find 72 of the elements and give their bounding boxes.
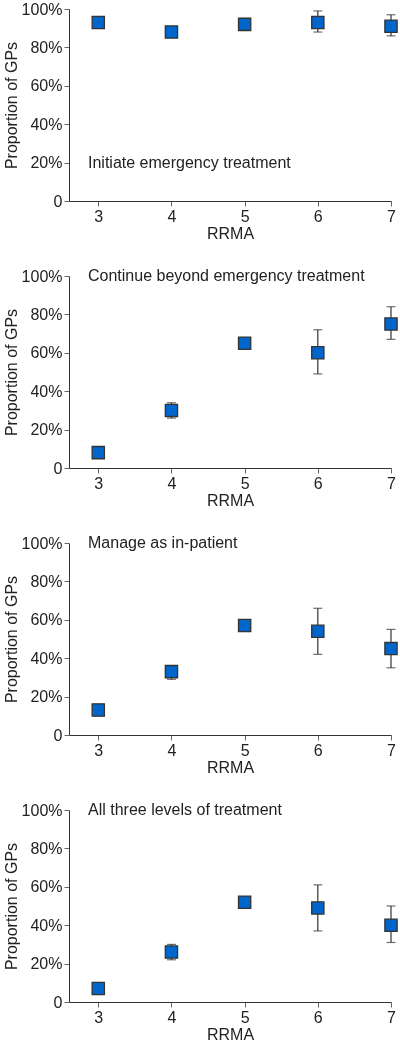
y-tick-label: 0 <box>53 459 63 477</box>
x-tick-label: 4 <box>167 474 177 492</box>
y-axis-title: Proportion of GPs <box>2 308 20 437</box>
x-tick-label: 4 <box>167 207 177 225</box>
x-tick-label: 5 <box>240 1008 250 1026</box>
x-tick-label: 4 <box>167 1008 177 1026</box>
x-tick-label: 5 <box>240 207 250 225</box>
x-tick-label: 7 <box>387 1008 397 1026</box>
y-axis-title: Proportion of GPs <box>2 575 20 704</box>
y-tick-label: 20% <box>30 154 63 172</box>
point <box>384 317 398 331</box>
point <box>311 346 325 360</box>
y-tick-label: 0 <box>53 993 63 1011</box>
y-tick-label: 80% <box>30 305 63 323</box>
y-tick-label: 100% <box>21 267 63 285</box>
x-axis-title: RRMA <box>206 1025 255 1043</box>
y-tick-label: 20% <box>30 688 63 706</box>
point <box>311 901 325 915</box>
chart-title: Continue beyond emergency treatment <box>88 267 366 284</box>
y-axis-title: Proportion of GPs <box>2 41 20 170</box>
point <box>91 15 106 30</box>
x-axis-title: RRMA <box>206 224 255 242</box>
x-tick-label: 3 <box>94 207 104 225</box>
y-axis-title: Proportion of GPs <box>2 842 20 971</box>
y-tick-label: 80% <box>30 572 63 590</box>
point <box>237 336 252 350</box>
point <box>91 981 106 996</box>
y-tick-label: 60% <box>30 878 63 896</box>
y-tick-label: 40% <box>30 916 63 934</box>
y-tick-label: 60% <box>30 344 63 362</box>
x-tick-label: 4 <box>167 741 177 759</box>
y-tick-label: 60% <box>30 611 63 629</box>
x-tick-label: 5 <box>240 741 250 759</box>
x-tick-label: 3 <box>94 474 104 492</box>
point <box>237 618 252 633</box>
chart-title: All three levels of treatment <box>88 801 283 818</box>
y-tick-label: 40% <box>30 382 63 400</box>
y-tick-label: 0 <box>53 726 63 744</box>
x-tick-label: 6 <box>313 474 323 492</box>
y-tick-label: 0 <box>53 192 63 210</box>
x-tick-label: 7 <box>387 474 397 492</box>
point <box>237 895 252 909</box>
y-tick-label: 40% <box>30 115 63 133</box>
y-tick-label: 20% <box>30 955 63 973</box>
x-tick-label: 3 <box>94 741 104 759</box>
point <box>311 15 325 30</box>
y-tick-label: 80% <box>30 839 63 857</box>
y-tick-label: 40% <box>30 649 63 667</box>
y-tick-label: 100% <box>21 801 63 819</box>
x-tick-label: 6 <box>313 207 323 225</box>
y-tick-label: 100% <box>21 534 63 552</box>
chart-title: Manage as in-patient <box>88 534 238 551</box>
y-tick-label: 60% <box>30 77 63 95</box>
y-tick-label: 100% <box>21 0 63 18</box>
x-tick-label: 3 <box>94 1008 104 1026</box>
x-tick-label: 7 <box>387 741 397 759</box>
text: Initiate emergency treatment <box>88 153 292 171</box>
point <box>384 641 398 656</box>
point <box>91 445 106 460</box>
point <box>164 25 179 39</box>
x-tick-label: 7 <box>387 207 397 225</box>
x-tick-label: 6 <box>313 741 323 759</box>
x-tick-label: 5 <box>240 474 250 492</box>
y-tick-label: 20% <box>30 421 63 439</box>
point <box>384 19 398 34</box>
x-tick-label: 6 <box>313 1008 323 1026</box>
x-axis-title: RRMA <box>206 491 255 509</box>
point <box>237 17 252 32</box>
y-tick-label: 80% <box>30 38 63 56</box>
x-axis-title: RRMA <box>206 758 255 776</box>
point <box>384 918 398 932</box>
point <box>311 624 325 639</box>
